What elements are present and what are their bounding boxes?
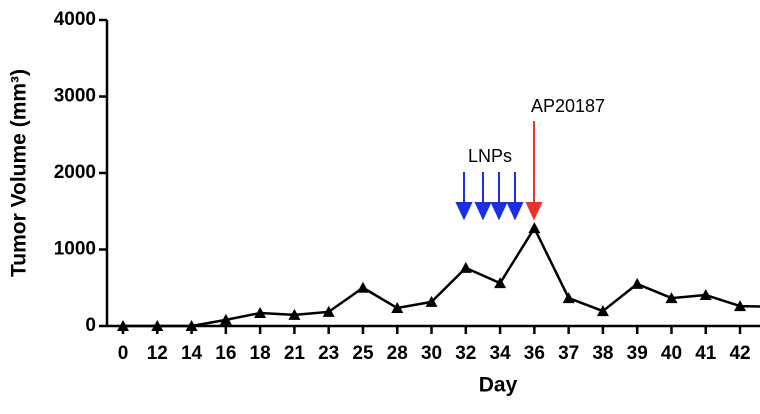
arrow-head bbox=[525, 202, 543, 221]
x-tick-label: 18 bbox=[250, 343, 271, 364]
marker bbox=[219, 313, 232, 325]
marker bbox=[596, 305, 609, 317]
x-tick-label: 12 bbox=[147, 343, 168, 364]
arrow-head bbox=[506, 202, 524, 221]
x-tick-label: 37 bbox=[558, 343, 579, 364]
x-tick-label: 30 bbox=[421, 343, 442, 364]
y-tick-label: 3000 bbox=[54, 86, 96, 107]
arrow-head bbox=[490, 202, 508, 221]
y-tick-label: 2000 bbox=[54, 162, 96, 183]
marker bbox=[288, 308, 301, 320]
marker bbox=[734, 300, 747, 312]
x-tick-label: 25 bbox=[352, 343, 374, 364]
marker bbox=[151, 320, 164, 331]
marker bbox=[425, 295, 438, 307]
annotation-lnps: LNPs bbox=[468, 146, 512, 166]
marker bbox=[322, 305, 335, 317]
x-tick-label: 0 bbox=[118, 343, 129, 364]
x-axis-title: Day bbox=[479, 374, 518, 397]
x-tick-label: 41 bbox=[695, 343, 717, 364]
arrow-head bbox=[474, 202, 492, 221]
marker bbox=[254, 306, 267, 318]
marker bbox=[391, 302, 404, 314]
marker bbox=[117, 320, 129, 331]
x-tick-label: 23 bbox=[318, 343, 339, 364]
marker bbox=[528, 222, 541, 234]
y-tick-label: 4000 bbox=[54, 9, 96, 30]
marker bbox=[494, 277, 507, 289]
y-tick-label: 0 bbox=[85, 315, 96, 336]
ap20187-arrow bbox=[525, 121, 543, 221]
x-tick-label: 21 bbox=[284, 343, 306, 364]
x-tick-label: 40 bbox=[661, 343, 682, 364]
x-tick-label: 34 bbox=[490, 343, 512, 364]
marker bbox=[631, 277, 644, 289]
y-tick-label: 1000 bbox=[54, 239, 96, 260]
y-axis-title: Tumor Volume (mm³) bbox=[8, 69, 31, 277]
marker bbox=[699, 289, 712, 301]
marker bbox=[562, 292, 575, 304]
x-tick-label: 42 bbox=[729, 343, 750, 364]
x-tick-label: 39 bbox=[627, 343, 648, 364]
series bbox=[117, 222, 760, 331]
lnp-arrows bbox=[455, 172, 524, 221]
x-tick-label: 16 bbox=[215, 343, 236, 364]
arrow-head bbox=[455, 202, 473, 221]
marker bbox=[185, 320, 198, 331]
marker bbox=[665, 292, 678, 304]
line bbox=[123, 226, 760, 328]
x-tick-label: 36 bbox=[524, 343, 545, 364]
x-tick-label: 28 bbox=[387, 343, 408, 364]
x-tick-label: 38 bbox=[592, 343, 613, 364]
annotation-ap20187: AP20187 bbox=[531, 96, 605, 116]
x-tick-label: 14 bbox=[181, 343, 203, 364]
x-tick-label: 32 bbox=[455, 343, 476, 364]
marker bbox=[459, 261, 472, 273]
marker bbox=[356, 281, 369, 293]
